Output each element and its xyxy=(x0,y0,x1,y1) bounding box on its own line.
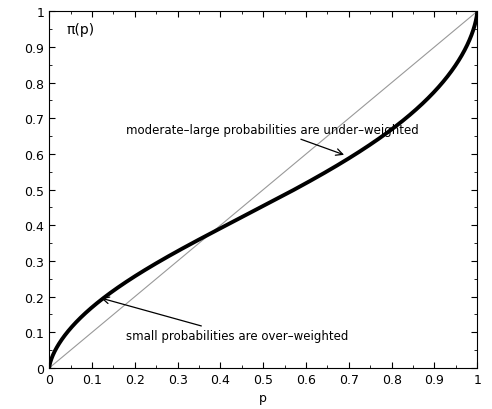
Text: small probabilities are over–weighted: small probabilities are over–weighted xyxy=(102,297,349,343)
Text: moderate–large probabilities are under–weighted: moderate–large probabilities are under–w… xyxy=(126,123,419,156)
Text: π(p): π(p) xyxy=(66,23,94,37)
X-axis label: p: p xyxy=(259,391,267,405)
